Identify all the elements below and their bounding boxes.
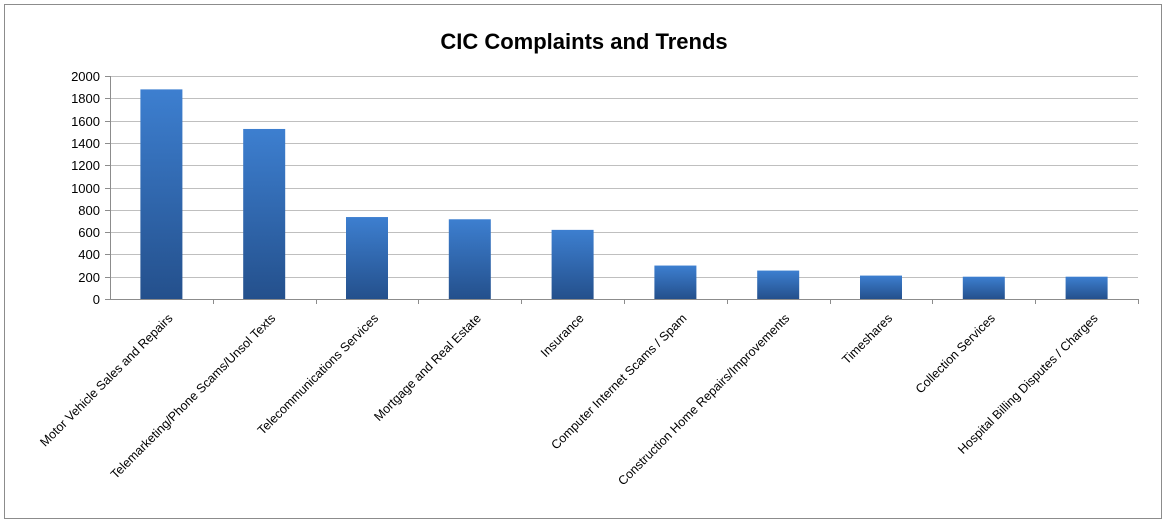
- y-tick-label: 2000: [71, 69, 100, 84]
- x-category-label: Collection Services: [913, 311, 998, 396]
- bar: [140, 89, 183, 299]
- y-tick-label: 200: [78, 270, 100, 285]
- x-category-label: Insurance: [538, 311, 587, 360]
- bar: [860, 275, 902, 299]
- y-tick-label: 400: [78, 247, 100, 262]
- y-tick-label: 600: [78, 225, 100, 240]
- x-axis-category-labels: Motor Vehicle Sales and RepairsTelemarke…: [37, 311, 1100, 488]
- y-tick-label: 1600: [71, 114, 100, 129]
- x-category-label: Timeshares: [839, 311, 895, 367]
- bar: [346, 217, 388, 299]
- y-tick-label: 1200: [71, 158, 100, 173]
- chart-title: CIC Complaints and Trends: [440, 29, 727, 54]
- y-tick-label: 1400: [71, 136, 100, 151]
- y-tick-label: 800: [78, 203, 100, 218]
- bars: [140, 89, 1108, 299]
- bar: [448, 219, 491, 299]
- y-tick-label: 1800: [71, 91, 100, 106]
- x-category-label: Telemarketing/Phone Scams/Unsol Texts: [108, 311, 278, 481]
- bar: [1065, 276, 1108, 299]
- y-axis-ticks: 0 200 400 600 800 1000 1200 1400 1600 1800 2000: [71, 69, 110, 307]
- bar: [551, 229, 594, 299]
- bar: [757, 270, 800, 299]
- y-tick-label: 0: [93, 292, 100, 307]
- axes: [110, 76, 1139, 304]
- x-category-label: Mortgage and Real Estate: [371, 311, 484, 424]
- bar: [654, 265, 697, 299]
- x-category-label: Telecommunications Services: [255, 311, 381, 437]
- x-category-label: Construction Home Repairs/Improvements: [615, 311, 792, 488]
- bar: [243, 128, 286, 299]
- y-tick-label: 1000: [71, 181, 100, 196]
- bar: [962, 276, 1005, 299]
- bar-chart: CIC Complaints and Trends 0 200 400 600 800 1…: [37, 29, 1139, 488]
- chart-frame: CIC Complaints and Trends 0 200 400 600 800 1…: [4, 4, 1162, 519]
